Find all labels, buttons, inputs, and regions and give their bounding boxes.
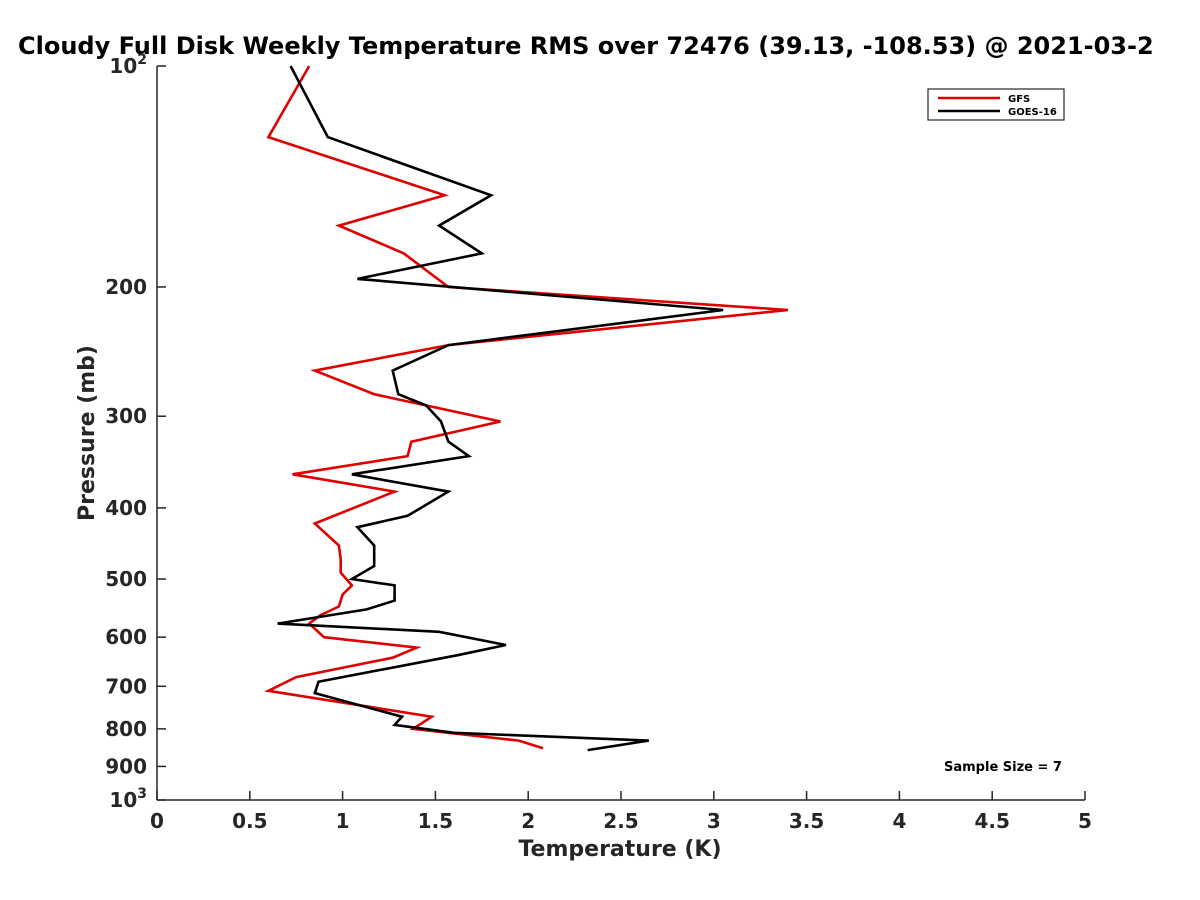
plot-area bbox=[156, 65, 1085, 801]
series-line-goes-16 bbox=[277, 65, 724, 752]
series-line-gfs bbox=[264, 65, 789, 750]
y-tick-label: 400 bbox=[105, 496, 147, 520]
y-tick-label: 600 bbox=[105, 625, 147, 649]
x-tick-label: 4.5 bbox=[974, 809, 1009, 833]
legend-box bbox=[927, 88, 1065, 121]
y-tick-label: 900 bbox=[105, 754, 147, 778]
y-tick-label: 300 bbox=[105, 404, 147, 428]
x-tick-label: 1.5 bbox=[418, 809, 453, 833]
x-tick-label: 0 bbox=[150, 809, 164, 833]
x-tick-label: 3.5 bbox=[789, 809, 824, 833]
x-tick-label: 2.5 bbox=[603, 809, 638, 833]
y-tick-label: 700 bbox=[105, 674, 147, 698]
x-tick-label: 0.5 bbox=[232, 809, 267, 833]
y-axis: 102 200 300 400 500 600 700 800 900 103 bbox=[105, 52, 166, 812]
x-tick-label: 2 bbox=[521, 809, 535, 833]
y-axis-label: Pressure (mb) bbox=[75, 345, 100, 521]
x-axis: 0 0.5 1 1.5 2 2.5 3 3.5 4 4.5 5 bbox=[150, 791, 1092, 833]
chart-title: Cloudy Full Disk Weekly Temperature RMS … bbox=[18, 32, 1154, 60]
x-axis-label: Temperature (K) bbox=[518, 837, 721, 862]
legend-label: GFS bbox=[1008, 94, 1030, 105]
x-tick-label: 4 bbox=[892, 809, 906, 833]
y-tick-label: 200 bbox=[105, 275, 147, 299]
y-tick-label: 103 bbox=[109, 786, 147, 812]
x-tick-label: 5 bbox=[1078, 809, 1092, 833]
x-tick-label: 1 bbox=[336, 809, 350, 833]
legend-label: GOES-16 bbox=[1008, 107, 1057, 118]
x-tick-label: 3 bbox=[707, 809, 721, 833]
y-tick-label: 800 bbox=[105, 717, 147, 741]
y-tick-label: 102 bbox=[109, 52, 147, 78]
legend: GFS GOES-16 bbox=[927, 88, 1065, 121]
sample-size-note: Sample Size = 7 bbox=[944, 760, 1062, 775]
y-tick-label: 500 bbox=[105, 567, 147, 591]
